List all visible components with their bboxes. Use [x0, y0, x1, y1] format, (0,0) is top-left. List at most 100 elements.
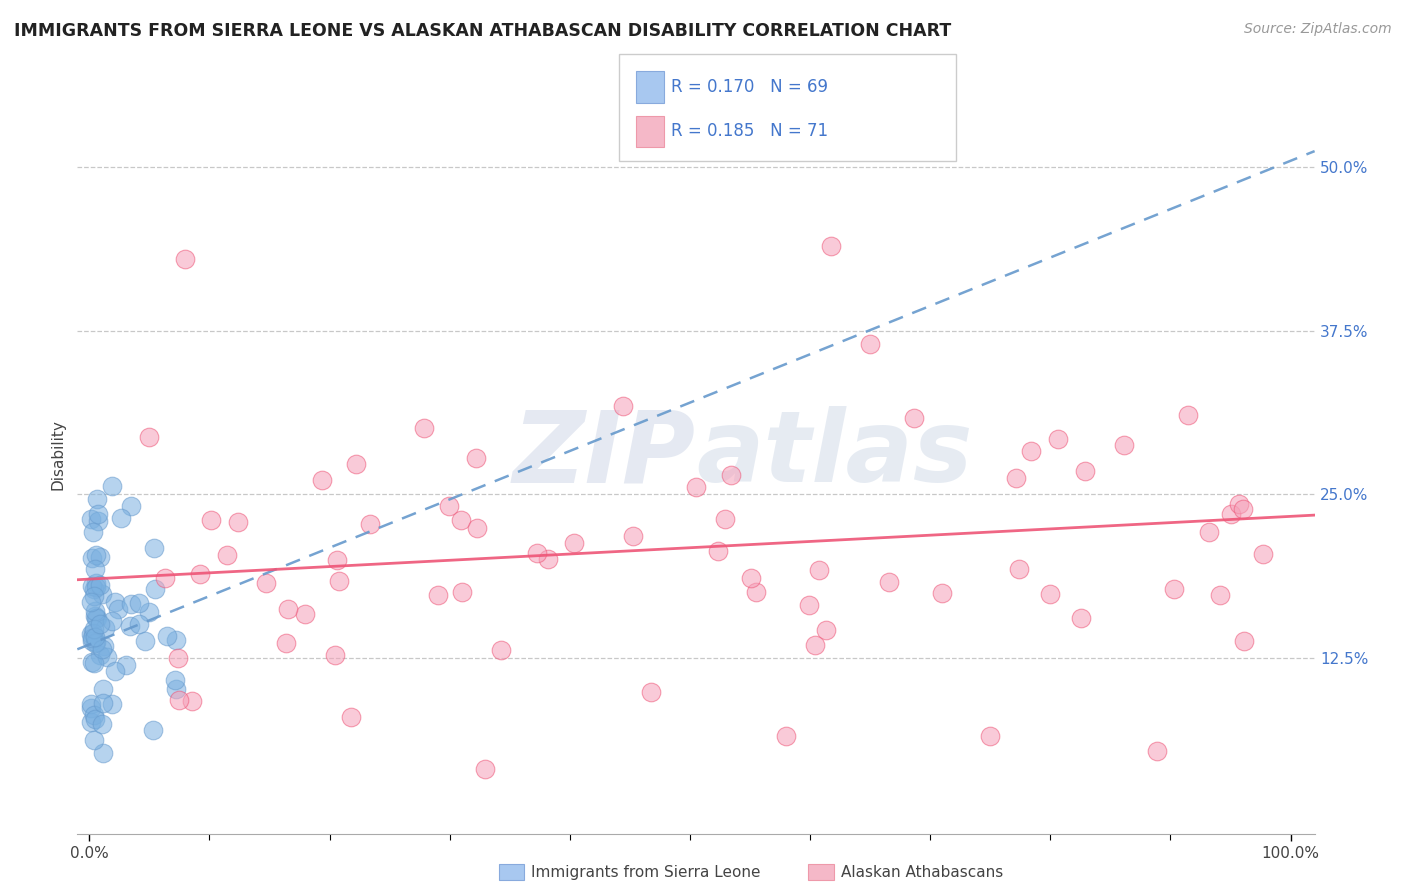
- Point: [86, 635, 108, 649]
- Point: [84, 611, 107, 625]
- Point: [82, 551, 104, 566]
- Point: [153, 571, 176, 585]
- Point: [165, 633, 187, 648]
- Point: [115, 657, 138, 672]
- Point: [311, 473, 333, 487]
- Point: [89, 648, 111, 662]
- Point: [91, 696, 114, 710]
- Point: [80, 655, 103, 669]
- Point: [84, 630, 107, 644]
- Point: [86, 491, 108, 506]
- Point: [181, 694, 204, 708]
- Point: [814, 624, 837, 638]
- Point: [107, 602, 129, 616]
- Y-axis label: Disability: Disability: [51, 419, 66, 491]
- Point: [91, 642, 114, 657]
- Point: [1253, 547, 1275, 561]
- Point: [328, 574, 350, 589]
- Point: [80, 697, 103, 711]
- Point: [450, 513, 472, 527]
- Point: [537, 552, 560, 566]
- Point: [90, 717, 112, 731]
- Text: Immigrants from Sierra Leone: Immigrants from Sierra Leone: [531, 865, 761, 880]
- Point: [745, 584, 768, 599]
- Point: [104, 664, 127, 678]
- Point: [820, 239, 842, 253]
- Point: [740, 571, 762, 585]
- Text: IMMIGRANTS FROM SIERRA LEONE VS ALASKAN ATHABASCAN DISABILITY CORRELATION CHART: IMMIGRANTS FROM SIERRA LEONE VS ALASKAN …: [14, 22, 952, 40]
- Point: [110, 511, 132, 525]
- Point: [96, 650, 118, 665]
- Point: [166, 681, 188, 696]
- Point: [1198, 524, 1220, 539]
- Point: [84, 636, 107, 650]
- Point: [84, 576, 107, 591]
- Point: [142, 723, 165, 738]
- Point: [1146, 744, 1168, 758]
- Point: [562, 536, 585, 550]
- Point: [90, 587, 112, 601]
- Point: [465, 450, 488, 465]
- Text: R = 0.170   N = 69: R = 0.170 N = 69: [671, 78, 828, 95]
- Point: [79, 714, 101, 729]
- Point: [101, 697, 124, 711]
- Point: [621, 529, 644, 543]
- Point: [84, 604, 107, 618]
- Point: [1232, 501, 1254, 516]
- Point: [82, 525, 104, 540]
- Point: [138, 430, 160, 444]
- Point: [707, 544, 730, 558]
- Point: [1070, 610, 1092, 624]
- Point: [804, 639, 827, 653]
- Point: [79, 701, 101, 715]
- Point: [142, 541, 165, 556]
- Point: [156, 629, 179, 643]
- Point: [685, 480, 707, 494]
- Point: [143, 582, 166, 596]
- Point: [101, 479, 124, 493]
- Point: [163, 673, 186, 687]
- Point: [1074, 464, 1097, 478]
- Point: [277, 602, 299, 616]
- Point: [1005, 471, 1028, 485]
- Point: [294, 607, 316, 621]
- Point: [80, 634, 103, 648]
- Point: [714, 512, 737, 526]
- Point: [640, 685, 662, 699]
- Point: [89, 617, 111, 632]
- Point: [93, 639, 115, 653]
- Point: [104, 595, 127, 609]
- Point: [340, 710, 363, 724]
- Point: [83, 656, 105, 670]
- Point: [80, 595, 103, 609]
- Point: [84, 712, 107, 726]
- Text: ZIP: ZIP: [513, 407, 696, 503]
- Point: [84, 580, 107, 594]
- Point: [83, 589, 105, 603]
- Point: [489, 643, 512, 657]
- Point: [439, 499, 461, 513]
- Point: [254, 576, 277, 591]
- Point: [87, 514, 110, 528]
- Point: [720, 467, 742, 482]
- Point: [128, 616, 150, 631]
- Point: [797, 599, 820, 613]
- Point: [1039, 587, 1062, 601]
- Text: atlas: atlas: [696, 407, 973, 503]
- Point: [412, 421, 434, 435]
- Point: [359, 516, 381, 531]
- Point: [83, 708, 105, 723]
- Point: [276, 636, 298, 650]
- Point: [89, 549, 111, 564]
- Point: [226, 515, 249, 529]
- Point: [84, 562, 107, 576]
- Point: [86, 611, 108, 625]
- Point: [82, 625, 104, 640]
- Point: [1233, 634, 1256, 648]
- Text: R = 0.185   N = 71: R = 0.185 N = 71: [671, 122, 828, 140]
- Point: [200, 513, 222, 527]
- Point: [120, 619, 142, 633]
- Point: [612, 400, 634, 414]
- Point: [1114, 438, 1136, 452]
- Point: [166, 651, 188, 665]
